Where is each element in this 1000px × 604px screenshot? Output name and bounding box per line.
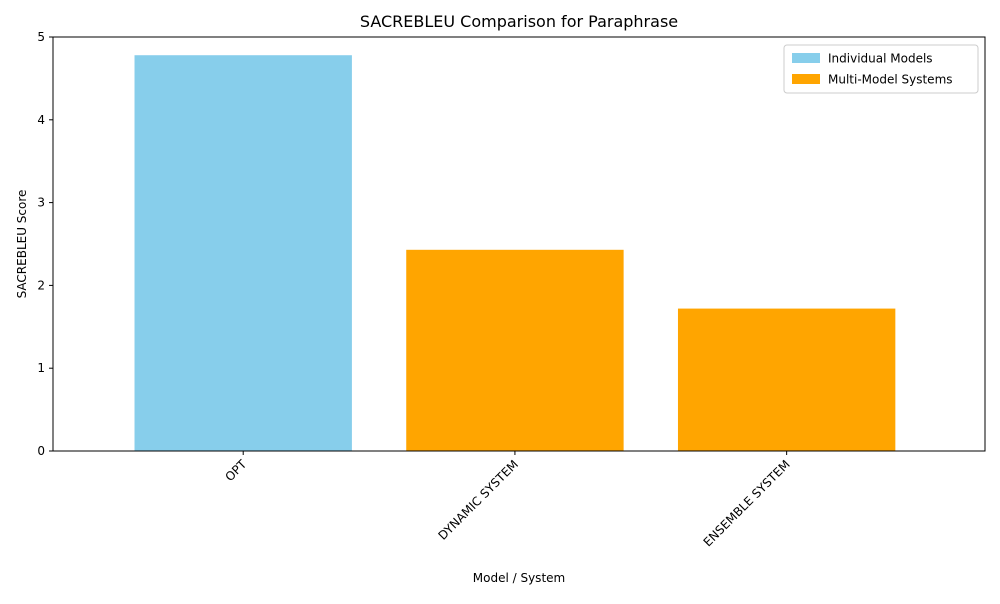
bar-dynamic-system — [406, 249, 624, 451]
bar-opt — [134, 55, 352, 451]
y-tick-label: 5 — [37, 30, 45, 44]
legend-swatch — [792, 74, 820, 84]
legend: Individual Models Multi-Model Systems — [783, 44, 979, 94]
x-tick-label: ENSEMBLE SYSTEM — [701, 457, 793, 549]
y-tick-label: 2 — [37, 278, 45, 292]
y-axis: 0 1 2 3 4 5 — [37, 30, 53, 458]
y-tick-label: 1 — [37, 361, 45, 375]
plot-frame — [52, 36, 986, 452]
x-tick-label: OPT — [222, 457, 249, 484]
bar-ensemble-system — [677, 308, 896, 451]
y-tick-label: 0 — [37, 444, 45, 458]
y-tick-label: 4 — [37, 113, 45, 127]
y-axis-title: SACREBLEU Score — [15, 190, 29, 299]
x-tick-label: DYNAMIC SYSTEM — [435, 457, 521, 543]
chart-title: SACREBLEU Comparison for Paraphrase — [360, 12, 678, 31]
y-tick-label: 3 — [37, 196, 45, 210]
legend-box — [783, 44, 979, 94]
bars-layer — [134, 55, 896, 451]
x-axis: OPT DYNAMIC SYSTEM ENSEMBLE SYSTEM — [222, 451, 793, 549]
legend-label: Multi-Model Systems — [828, 73, 953, 87]
legend-label: Individual Models — [828, 52, 933, 66]
x-axis-title: Model / System — [473, 571, 565, 585]
legend-swatch — [792, 53, 820, 63]
